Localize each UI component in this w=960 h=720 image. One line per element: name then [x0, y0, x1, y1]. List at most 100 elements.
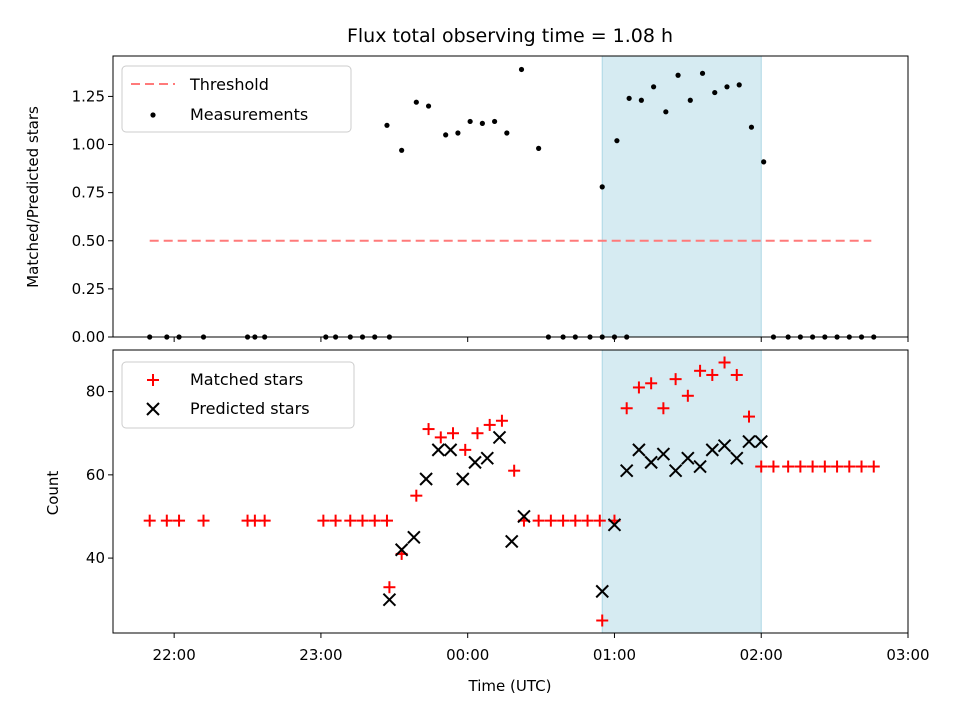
- bottom-legend: Matched stars Predicted stars: [121, 361, 355, 429]
- predicted-star-point: [595, 584, 609, 599]
- measurement-point: [663, 109, 669, 115]
- x-tick-label: 02:00: [740, 646, 783, 664]
- predicted-star-point: [517, 509, 531, 524]
- x-tick-label: 23:00: [299, 646, 342, 664]
- bottom-y-axis-ticks: 40 60 80: [86, 383, 113, 567]
- predicted-star-point: [619, 463, 634, 478]
- top-legend: Threshold Measurements: [121, 65, 352, 133]
- measurement-point: [761, 159, 767, 165]
- matched-star-point: [632, 381, 645, 394]
- top-y-tick-label: 0.25: [72, 280, 105, 298]
- top-highlight-span: [601, 55, 762, 338]
- matched-star-point: [544, 514, 557, 527]
- matched-star-point: [706, 368, 719, 381]
- matched-star-point: [143, 514, 156, 527]
- predicted-star-point: [505, 534, 519, 549]
- predicted-star-point: [644, 455, 658, 470]
- top-y-axis-ticks: 0.00 0.25 0.50 0.75 1.00 1.25: [72, 87, 113, 346]
- matched-star-point: [782, 460, 795, 473]
- measurement-point: [518, 66, 525, 73]
- matched-star-point: [380, 514, 393, 527]
- legend-threshold-label: Threshold: [189, 75, 269, 94]
- bottom-y-tick-label: 60: [86, 466, 105, 484]
- matched-star-point: [681, 389, 694, 402]
- matched-star-point: [831, 460, 844, 473]
- chart-title: Flux total observing time = 1.08 h: [347, 25, 673, 47]
- measurement-point: [675, 72, 681, 78]
- top-y-tick-label: 0.50: [72, 232, 105, 250]
- x-axis-label: Time (UTC): [468, 677, 552, 695]
- measurement-points: [147, 66, 877, 340]
- matched-star-point: [867, 460, 880, 473]
- measurement-point: [724, 84, 730, 90]
- matched-star-point: [410, 489, 423, 502]
- top-y-axis-label: Matched/Predicted stars: [24, 106, 42, 288]
- bottom-x-axis-ticks: 22:00 23:00 00:00 01:00 02:00 03:00: [153, 633, 930, 664]
- matched-star-point: [197, 514, 210, 527]
- predicted-star-point: [431, 443, 446, 457]
- legend-measurements-label: Measurements: [190, 105, 308, 124]
- predicted-star-point: [407, 530, 421, 544]
- measurement-point: [651, 84, 657, 90]
- measurement-point: [736, 82, 742, 88]
- matched-star-point: [258, 514, 271, 527]
- bottom-axes-frame: [112, 349, 909, 634]
- matched-star-point: [495, 414, 508, 427]
- matched-star-point: [806, 460, 819, 473]
- matched-star-point: [532, 514, 545, 527]
- top-panel: 0.00 0.25 0.50 0.75 1.00 1.25 Matched/Predict…: [24, 55, 909, 346]
- matched-star-point: [317, 514, 330, 527]
- x-tick-label: 03:00: [886, 646, 929, 664]
- predicted-star-point: [656, 447, 671, 461]
- matched-star-point: [743, 410, 755, 423]
- x-tick-label: 00:00: [446, 646, 489, 664]
- matched-star-point: [718, 356, 731, 369]
- predicted-star-point: [730, 451, 744, 465]
- top-legend-box: [121, 65, 352, 133]
- legend-matched-label: Matched stars: [190, 370, 303, 389]
- measurement-point: [455, 130, 461, 136]
- matched-star-point: [843, 460, 856, 473]
- measurement-point: [492, 118, 498, 125]
- matched-star-point: [818, 460, 831, 473]
- matched-star-point: [434, 431, 447, 444]
- measurement-point: [687, 97, 693, 103]
- predicted-star-point: [632, 443, 646, 457]
- matched-star-point: [620, 402, 633, 415]
- matched-star-point: [344, 514, 357, 527]
- matched-star-point: [730, 368, 743, 381]
- measurement-point: [699, 70, 706, 76]
- measurement-point: [479, 120, 485, 126]
- matched-star-point: [329, 514, 342, 527]
- predicted-star-point: [443, 443, 458, 457]
- matched-star-point: [471, 427, 484, 440]
- bottom-y-tick-label: 40: [86, 549, 105, 567]
- predicted-star-point: [742, 434, 756, 449]
- top-y-tick-label: 0.75: [72, 184, 105, 202]
- top-y-tick-label: 1.00: [72, 136, 105, 154]
- measurement-point: [536, 145, 542, 151]
- measurement-point: [712, 89, 718, 96]
- legend-predicted-swatch: [146, 402, 160, 416]
- matched-star-point: [569, 514, 582, 527]
- matched-star-point: [581, 514, 594, 527]
- measurement-point: [626, 95, 632, 101]
- predicted-star-point: [754, 434, 768, 449]
- measurement-point: [413, 99, 419, 105]
- bottom-legend-box: [121, 361, 355, 429]
- x-tick-label: 01:00: [593, 646, 636, 664]
- predicted-star-point: [492, 430, 507, 445]
- matched-star-point: [645, 377, 658, 390]
- matched-star-point: [694, 364, 707, 377]
- predicted-star-point: [382, 592, 397, 607]
- matched-star-point: [767, 460, 780, 473]
- predicted-star-point: [693, 459, 707, 474]
- top-y-tick-label: 1.25: [72, 87, 105, 105]
- measurement-point: [467, 118, 473, 125]
- measurement-point: [599, 184, 605, 190]
- matched-star-point: [557, 514, 570, 527]
- top-y-tick-label: 0.00: [72, 328, 105, 346]
- matched-star-point: [596, 614, 609, 627]
- matched-star-point: [447, 427, 460, 440]
